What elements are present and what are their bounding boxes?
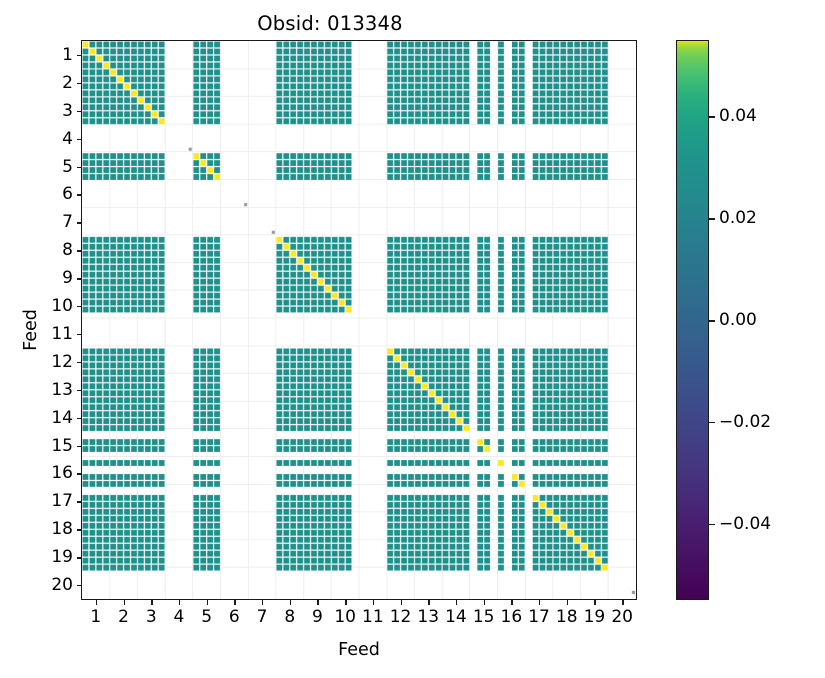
- y-tick-mark: [76, 194, 82, 196]
- y-tick-mark: [76, 250, 82, 252]
- x-tick-label: 20: [611, 607, 633, 627]
- x-tick-label: 3: [145, 607, 157, 627]
- x-tick-mark: [317, 599, 319, 605]
- colorbar-tick-mark: [709, 421, 715, 424]
- x-tick-label: 10: [334, 607, 356, 627]
- x-tick-mark: [345, 599, 347, 605]
- x-tick-label: 13: [417, 607, 440, 627]
- y-tick-mark: [76, 529, 82, 531]
- y-tick-mark: [76, 501, 82, 503]
- y-tick-label: 20: [51, 575, 73, 596]
- correlation-heatmap[interactable]: 1 1 2 2 3 3 4 4 5 5 6 6 7 7 8 8 9 9 10 10 11 11 12 12 13 13 14 14 15…: [51, 40, 637, 627]
- x-tick-mark: [123, 599, 125, 605]
- x-tick-label: 12: [389, 607, 412, 627]
- y-tick-mark: [76, 473, 82, 475]
- y-tick-label: 18: [51, 519, 73, 540]
- y-tick-label: 5: [62, 156, 73, 177]
- x-tick-label: 19: [583, 607, 606, 627]
- colorbar-tick-mark: [709, 320, 715, 322]
- x-tick-label: 6: [228, 607, 240, 627]
- x-tick-mark: [566, 599, 569, 605]
- x-tick-mark: [372, 599, 375, 605]
- x-tick-label: 16: [500, 607, 523, 627]
- x-tick-mark: [483, 599, 486, 605]
- y-tick-mark: [76, 445, 82, 447]
- x-tick-mark: [95, 599, 98, 605]
- y-tick-mark: [76, 222, 82, 224]
- colorbar[interactable]: 0.04 0.02 0.00 −0.02 −0.04: [676, 40, 771, 600]
- x-tick-label: 5: [201, 607, 213, 627]
- y-tick-label: 3: [62, 100, 73, 121]
- heatmap-image: [82, 41, 636, 599]
- x-tick-mark: [262, 599, 264, 605]
- x-tick-label: 9: [312, 607, 323, 627]
- y-tick-mark: [76, 557, 82, 559]
- y-tick-mark: [76, 278, 82, 280]
- x-tick-mark: [428, 599, 430, 605]
- y-tick-label: 19: [51, 547, 73, 568]
- x-tick-label: 15: [472, 607, 495, 627]
- x-tick-label: 4: [173, 607, 185, 627]
- y-tick-label: 9: [62, 268, 73, 289]
- y-tick-label: 17: [51, 491, 73, 512]
- x-tick-mark: [622, 599, 624, 605]
- y-tick-mark: [76, 333, 82, 336]
- colorbar-tick-label: 0.00: [719, 310, 757, 330]
- y-tick-label: 4: [62, 128, 73, 149]
- y-axis-title: Feed: [21, 309, 41, 351]
- y-tick-mark: [76, 361, 82, 364]
- x-tick-mark: [289, 599, 292, 605]
- x-tick-mark: [178, 599, 181, 605]
- x-tick-mark: [511, 599, 513, 605]
- y-tick-label: 1: [62, 44, 73, 65]
- y-tick-label: 15: [51, 435, 73, 456]
- colorbar-tick-label: −0.02: [719, 411, 772, 432]
- x-tick-label: 1: [90, 607, 102, 627]
- y-tick-mark: [76, 585, 82, 587]
- colorbar-gradient: [676, 40, 709, 600]
- y-tick-mark: [76, 166, 82, 168]
- x-tick-mark: [455, 599, 458, 605]
- colorbar-tick-mark: [709, 218, 715, 220]
- y-tick-label: 6: [62, 184, 73, 205]
- y-tick-label: 8: [62, 240, 73, 261]
- y-tick-label: 14: [51, 407, 73, 428]
- x-tick-mark: [594, 599, 596, 605]
- y-tick-label: 16: [51, 463, 73, 484]
- y-tick-label: 10: [51, 296, 73, 317]
- y-tick-label: 2: [62, 72, 73, 93]
- colorbar-tick-label: 0.04: [719, 106, 757, 127]
- x-tick-label: 17: [528, 607, 550, 627]
- x-tick-label: 2: [118, 607, 129, 627]
- y-tick-mark: [76, 138, 82, 141]
- y-tick-mark: [76, 417, 82, 420]
- y-tick-label: 12: [51, 351, 73, 372]
- x-tick-mark: [206, 599, 209, 605]
- y-tick-mark: [76, 389, 82, 392]
- x-tick-label: 18: [555, 607, 578, 627]
- y-tick-mark: [76, 54, 82, 57]
- x-tick-mark: [400, 599, 402, 605]
- y-tick-mark: [76, 306, 82, 308]
- x-tick-mark: [151, 599, 153, 605]
- page-title: Obsid: 013348: [257, 12, 403, 35]
- y-tick-mark: [76, 82, 82, 85]
- y-tick-mark: [76, 110, 82, 113]
- colorbar-tick-mark: [709, 116, 715, 118]
- y-tick-label: 7: [62, 212, 73, 233]
- x-tick-label: 7: [256, 607, 268, 627]
- colorbar-tick-label: 0.02: [719, 208, 757, 229]
- x-axis-title: Feed: [338, 640, 380, 660]
- y-tick-label: 13: [51, 379, 73, 400]
- x-tick-mark: [234, 599, 236, 605]
- x-tick-label: 8: [284, 607, 296, 627]
- colorbar-tick-label: −0.04: [719, 513, 772, 534]
- x-tick-label: 11: [362, 607, 384, 627]
- x-tick-label: 14: [445, 607, 467, 627]
- x-tick-mark: [539, 599, 541, 605]
- colorbar-tick-mark: [709, 523, 715, 526]
- y-tick-label: 11: [51, 323, 73, 344]
